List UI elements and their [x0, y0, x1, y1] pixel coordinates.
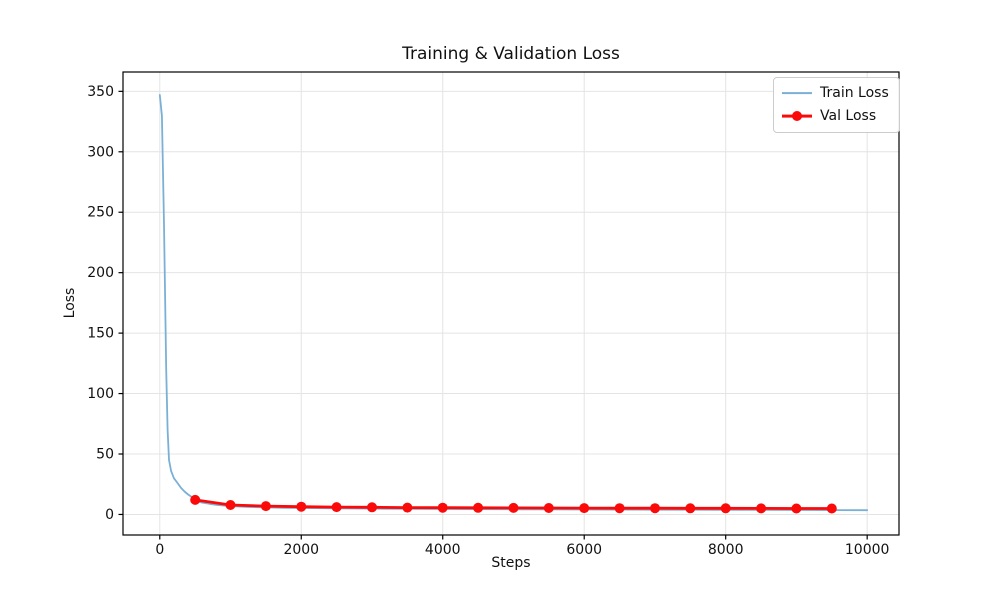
legend: Train Loss Val Loss — [773, 77, 900, 133]
chart-title: Training & Validation Loss — [402, 44, 620, 64]
legend-entry-train-loss: Train Loss — [782, 83, 889, 103]
val-loss-marker — [190, 494, 201, 505]
x-tick-label: 0 — [155, 542, 164, 558]
y-tick-label: 300 — [87, 144, 114, 160]
train-loss-line-swatch — [782, 87, 812, 99]
y-tick-label: 100 — [87, 386, 114, 402]
legend-label-train-loss: Train Loss — [820, 85, 889, 101]
x-tick-label: 10000 — [845, 542, 890, 558]
val-loss-marker — [756, 503, 767, 514]
axis-ticks: 0 2000 4000 6000 8000 10000 0 50 100 150 200 250 300… — [87, 84, 889, 558]
val-loss-series — [190, 494, 837, 514]
train-loss-line — [158, 94, 869, 512]
y-axis-label: Loss — [62, 287, 78, 319]
val-loss-marker — [331, 502, 342, 513]
val-loss-marker — [367, 502, 377, 513]
x-tick-label: 8000 — [708, 542, 744, 558]
val-loss-marker — [225, 500, 236, 510]
grid — [123, 72, 899, 535]
y-tick-label: 0 — [105, 507, 114, 523]
legend-entry-val-loss: Val Loss — [782, 106, 889, 126]
val-loss-marker — [296, 501, 307, 512]
val-loss-marker — [508, 502, 519, 513]
y-tick-label: 150 — [87, 326, 114, 342]
val-loss-marker — [791, 503, 802, 514]
val-loss-marker — [685, 503, 696, 514]
y-tick-label: 350 — [87, 84, 114, 100]
x-axis-label: Steps — [491, 555, 531, 571]
val-loss-marker — [260, 501, 271, 512]
val-loss-marker — [402, 502, 413, 513]
train-loss-series — [158, 94, 869, 512]
y-tick-label: 200 — [87, 265, 114, 281]
val-loss-marker — [720, 503, 731, 514]
val-loss-marker — [650, 503, 660, 514]
axes-spines — [122, 71, 900, 536]
x-tick-label: 2000 — [283, 542, 319, 558]
y-tick-label: 250 — [87, 205, 114, 221]
val-loss-marker — [614, 503, 625, 514]
legend-label-val-loss: Val Loss — [820, 108, 877, 124]
val-loss-marker — [543, 503, 554, 513]
x-tick-label: 6000 — [566, 542, 602, 558]
val-loss-marker — [473, 502, 484, 513]
y-tick-label: 50 — [96, 447, 114, 463]
val-loss-line-marker-swatch — [782, 110, 812, 122]
val-loss-marker — [579, 503, 590, 514]
val-loss-marker — [437, 502, 448, 513]
val-loss-marker — [826, 503, 837, 514]
x-tick-label: 4000 — [425, 542, 461, 558]
